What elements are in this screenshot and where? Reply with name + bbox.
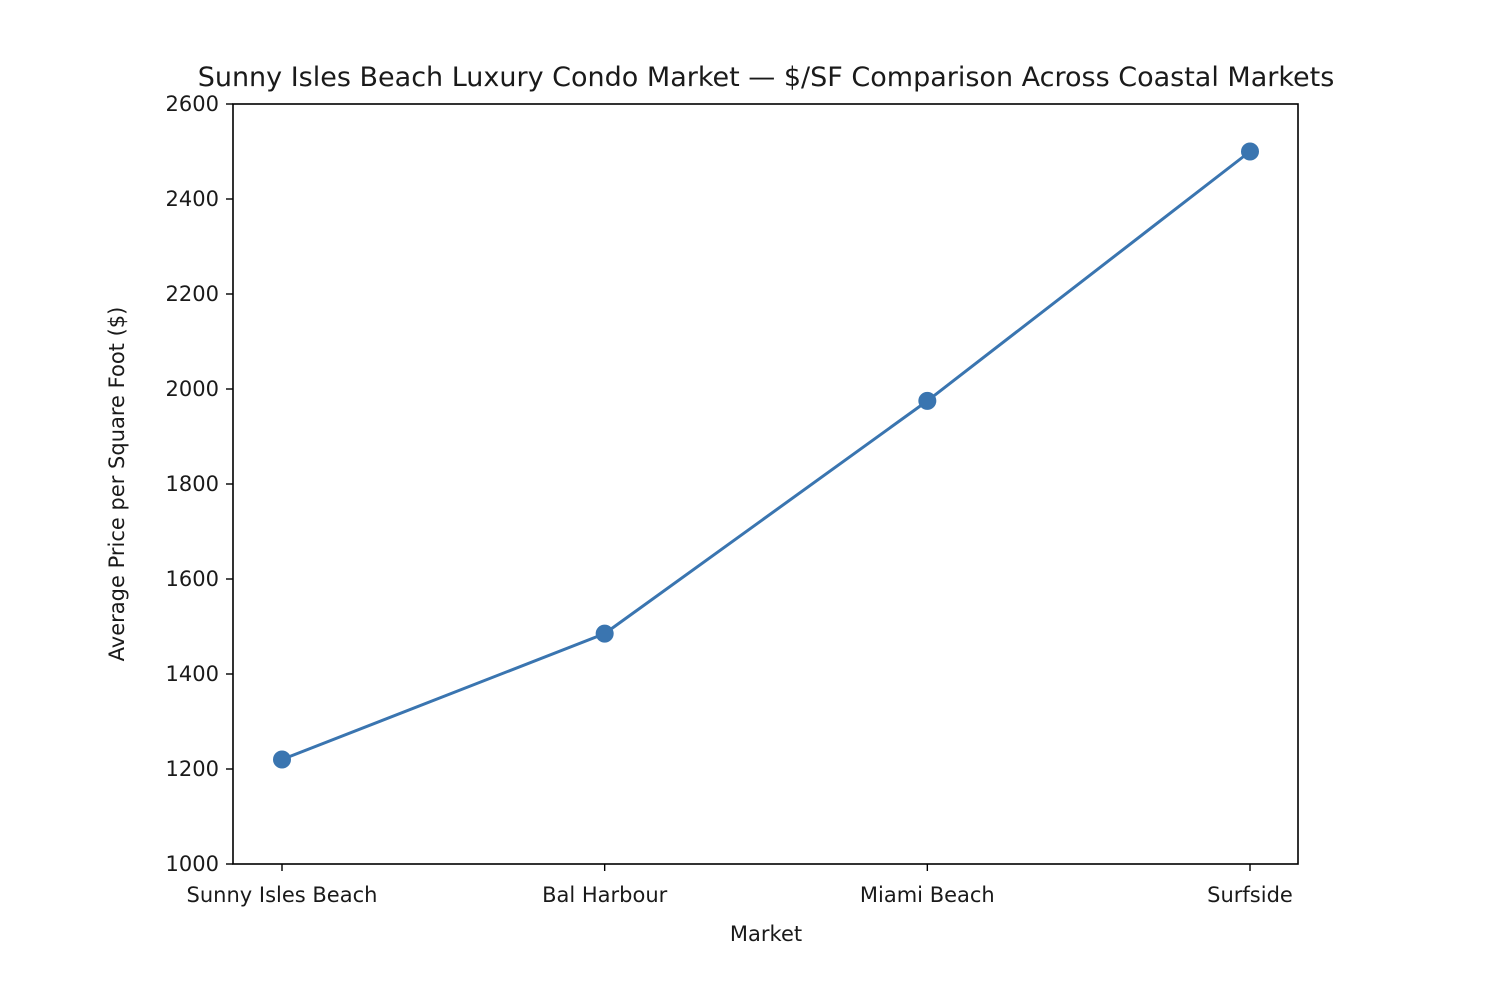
y-axis-ticks: 1000 1200 1400 1600 1800 2000 2200 2400 2600 — [166, 92, 233, 876]
data-point-marker — [918, 391, 937, 410]
chart-title: Sunny Isles Beach Luxury Condo Market — … — [198, 62, 1335, 93]
y-tick-label: 1800 — [166, 472, 219, 496]
y-tick-label: 2600 — [166, 92, 219, 116]
plot-frame — [232, 103, 1299, 865]
y-tick-label: 2000 — [166, 377, 219, 401]
series-line — [281, 150, 1251, 761]
y-tick-label: 1600 — [166, 567, 219, 591]
data-point-marker — [595, 624, 614, 643]
x-axis-ticks: Sunny Isles Beach Bal Harbour Miami Beach S… — [187, 864, 1293, 907]
x-tick-label: Surfside — [1207, 883, 1293, 907]
y-axis-label: Average Price per Square Foot ($) — [105, 307, 129, 662]
series-markers — [273, 142, 1259, 769]
x-tick-label: Bal Harbour — [542, 883, 668, 907]
y-tick-label: 1400 — [166, 662, 219, 686]
data-point-marker — [1241, 142, 1259, 161]
x-tick-label: Miami Beach — [860, 883, 995, 907]
y-tick-label: 1000 — [166, 852, 219, 876]
y-tick-label: 2200 — [166, 282, 219, 306]
x-axis-label: Market — [730, 922, 802, 946]
data-point-marker — [273, 750, 291, 769]
y-tick-label: 1200 — [166, 757, 219, 781]
y-tick-label: 2400 — [166, 187, 219, 211]
x-tick-label: Sunny Isles Beach — [187, 883, 378, 907]
